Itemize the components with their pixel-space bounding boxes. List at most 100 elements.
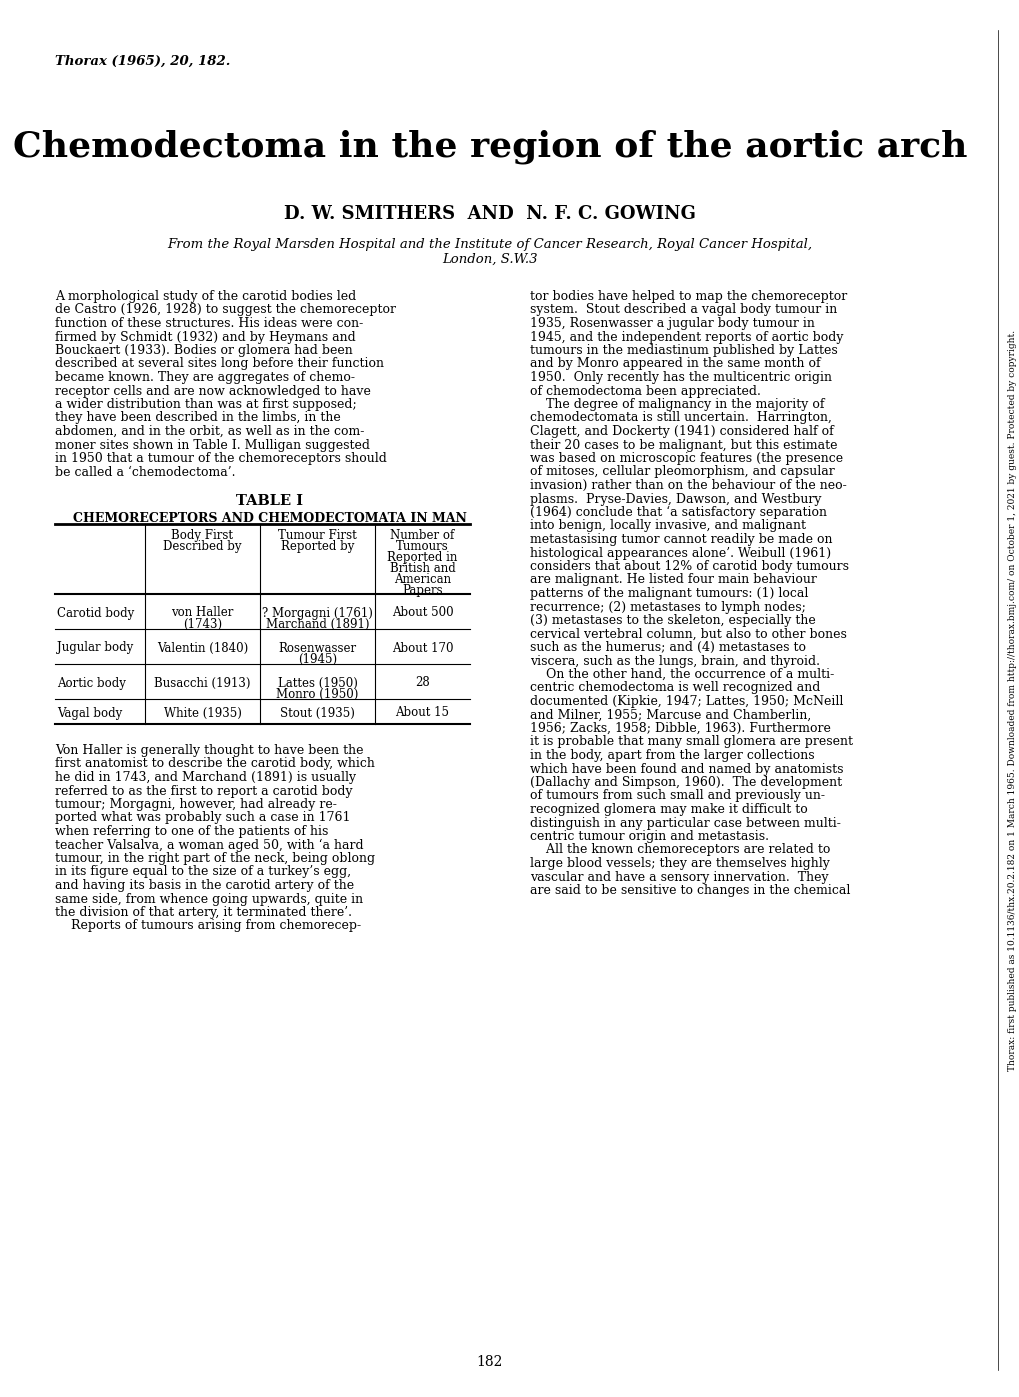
Text: moner sites shown in Table I. Mulligan suggested: moner sites shown in Table I. Mulligan s… xyxy=(55,439,370,451)
Text: Aortic body: Aortic body xyxy=(57,676,125,690)
Text: Tumour First: Tumour First xyxy=(278,529,357,542)
Text: documented (Kipkie, 1947; Lattes, 1950; McNeill: documented (Kipkie, 1947; Lattes, 1950; … xyxy=(530,694,843,708)
Text: recognized glomera may make it difficult to: recognized glomera may make it difficult… xyxy=(530,803,807,816)
Text: (1743): (1743) xyxy=(182,617,222,630)
Text: tumour, in the right part of the neck, being oblong: tumour, in the right part of the neck, b… xyxy=(55,852,375,865)
Text: receptor cells and are now acknowledged to have: receptor cells and are now acknowledged … xyxy=(55,384,371,398)
Text: On the other hand, the occurrence of a multi-: On the other hand, the occurrence of a m… xyxy=(530,668,834,680)
Text: Reported by: Reported by xyxy=(280,541,354,553)
Text: was based on microscopic features (the presence: was based on microscopic features (the p… xyxy=(530,453,843,465)
Text: About 500: About 500 xyxy=(391,606,452,619)
Text: London, S.W.3: London, S.W.3 xyxy=(442,253,537,265)
Text: Carotid body: Carotid body xyxy=(57,606,135,619)
Text: a wider distribution than was at first supposed;: a wider distribution than was at first s… xyxy=(55,398,357,411)
Text: Papers: Papers xyxy=(401,584,442,597)
Text: centric tumour origin and metastasis.: centric tumour origin and metastasis. xyxy=(530,830,768,842)
Text: chemodectomata is still uncertain.  Harrington,: chemodectomata is still uncertain. Harri… xyxy=(530,412,832,425)
Text: ported what was probably such a case in 1761: ported what was probably such a case in … xyxy=(55,812,351,824)
Text: tumours in the mediastinum published by Lattes: tumours in the mediastinum published by … xyxy=(530,344,837,358)
Text: Thorax (1965), 20, 182.: Thorax (1965), 20, 182. xyxy=(55,54,230,68)
Text: became known. They are aggregates of chemo-: became known. They are aggregates of che… xyxy=(55,372,355,384)
Text: ? Morgagni (1761): ? Morgagni (1761) xyxy=(262,606,373,619)
Text: Reported in: Reported in xyxy=(387,550,458,564)
Text: system.  Stout described a vagal body tumour in: system. Stout described a vagal body tum… xyxy=(530,303,837,317)
Text: in its figure equal to the size of a turkey’s egg,: in its figure equal to the size of a tur… xyxy=(55,866,351,879)
Text: White (1935): White (1935) xyxy=(163,707,242,719)
Text: into benign, locally invasive, and malignant: into benign, locally invasive, and malig… xyxy=(530,520,805,532)
Text: are malignant. He listed four main behaviour: are malignant. He listed four main behav… xyxy=(530,574,816,587)
Text: (3) metastases to the skeleton, especially the: (3) metastases to the skeleton, especial… xyxy=(530,615,815,627)
Text: Von Haller is generally thought to have been the: Von Haller is generally thought to have … xyxy=(55,745,363,757)
Text: Marchand (1891): Marchand (1891) xyxy=(266,617,369,630)
Text: viscera, such as the lungs, brain, and thyroid.: viscera, such as the lungs, brain, and t… xyxy=(530,655,819,668)
Text: cervical vertebral column, but also to other bones: cervical vertebral column, but also to o… xyxy=(530,627,846,640)
Text: Number of: Number of xyxy=(390,529,454,542)
Text: tumour; Morgagni, however, had already re-: tumour; Morgagni, however, had already r… xyxy=(55,798,336,812)
Text: histological appearances alone’. Weibull (1961): histological appearances alone’. Weibull… xyxy=(530,546,830,560)
Text: such as the humerus; and (4) metastases to: such as the humerus; and (4) metastases … xyxy=(530,641,805,654)
Text: CHEMORECEPTORS AND CHEMODECTOMATA IN MAN: CHEMORECEPTORS AND CHEMODECTOMATA IN MAN xyxy=(73,511,467,525)
Text: British and: British and xyxy=(389,562,454,576)
Text: 1950.  Only recently has the multicentric origin: 1950. Only recently has the multicentric… xyxy=(530,372,832,384)
Text: same side, from whence going upwards, quite in: same side, from whence going upwards, qu… xyxy=(55,893,363,905)
Text: which have been found and named by anatomists: which have been found and named by anato… xyxy=(530,763,843,775)
Text: Body First: Body First xyxy=(171,529,233,542)
Text: in the body, apart from the larger collections: in the body, apart from the larger colle… xyxy=(530,749,814,761)
Text: TABLE I: TABLE I xyxy=(236,495,304,509)
Text: (1964) conclude that ‘a satisfactory separation: (1964) conclude that ‘a satisfactory sep… xyxy=(530,506,826,520)
Text: in 1950 that a tumour of the chemoreceptors should: in 1950 that a tumour of the chemorecept… xyxy=(55,453,386,465)
Text: Stout (1935): Stout (1935) xyxy=(280,707,355,719)
Text: Vagal body: Vagal body xyxy=(57,707,122,719)
Text: it is probable that many small glomera are present: it is probable that many small glomera a… xyxy=(530,735,852,749)
Text: and Milner, 1955; Marcuse and Chamberlin,: and Milner, 1955; Marcuse and Chamberlin… xyxy=(530,708,810,721)
Text: Lattes (1950): Lattes (1950) xyxy=(277,676,357,690)
Text: 1945, and the independent reports of aortic body: 1945, and the independent reports of aor… xyxy=(530,331,843,344)
Text: All the known chemoreceptors are related to: All the known chemoreceptors are related… xyxy=(530,844,829,856)
Text: and by Monro appeared in the same month of: and by Monro appeared in the same month … xyxy=(530,358,820,370)
Text: Thorax: first published as 10.1136/thx.20.2.182 on 1 March 1965. Downloaded from: Thorax: first published as 10.1136/thx.2… xyxy=(1008,330,1017,1070)
Text: are said to be sensitive to changes in the chemical: are said to be sensitive to changes in t… xyxy=(530,884,850,897)
Text: Chemodectoma in the region of the aortic arch: Chemodectoma in the region of the aortic… xyxy=(12,130,966,165)
Text: their 20 cases to be malignant, but this estimate: their 20 cases to be malignant, but this… xyxy=(530,439,837,451)
Text: of tumours from such small and previously un-: of tumours from such small and previousl… xyxy=(530,789,824,802)
Text: patterns of the malignant tumours: (1) local: patterns of the malignant tumours: (1) l… xyxy=(530,587,808,599)
Text: firmed by Schmidt (1932) and by Heymans and: firmed by Schmidt (1932) and by Heymans … xyxy=(55,331,356,344)
Text: About 15: About 15 xyxy=(395,707,449,719)
Text: American: American xyxy=(393,573,450,585)
Text: centric chemodectoma is well recognized and: centric chemodectoma is well recognized … xyxy=(530,682,819,694)
Text: Busacchi (1913): Busacchi (1913) xyxy=(154,676,251,690)
Text: von Haller: von Haller xyxy=(171,606,233,619)
Text: 28: 28 xyxy=(415,676,429,690)
Text: Valentin (1840): Valentin (1840) xyxy=(157,641,248,655)
Text: The degree of malignancy in the majority of: The degree of malignancy in the majority… xyxy=(530,398,823,411)
Text: Jugular body: Jugular body xyxy=(57,641,133,655)
Text: the division of that artery, it terminated there’.: the division of that artery, it terminat… xyxy=(55,907,352,919)
Text: Bouckaert (1933). Bodies or glomera had been: Bouckaert (1933). Bodies or glomera had … xyxy=(55,344,353,358)
Text: first anatomist to describe the carotid body, which: first anatomist to describe the carotid … xyxy=(55,757,375,771)
Text: Tumours: Tumours xyxy=(395,541,448,553)
Text: (Dallachy and Simpson, 1960).  The development: (Dallachy and Simpson, 1960). The develo… xyxy=(530,775,842,789)
Text: of chemodectoma been appreciated.: of chemodectoma been appreciated. xyxy=(530,384,760,398)
Text: Rosenwasser: Rosenwasser xyxy=(278,641,357,655)
Text: referred to as the first to report a carotid body: referred to as the first to report a car… xyxy=(55,785,353,798)
Text: when referring to one of the patients of his: when referring to one of the patients of… xyxy=(55,826,328,838)
Text: invasion) rather than on the behaviour of the neo-: invasion) rather than on the behaviour o… xyxy=(530,479,846,492)
Text: teacher Valsalva, a woman aged 50, with ‘a hard: teacher Valsalva, a woman aged 50, with … xyxy=(55,838,363,852)
Text: metastasising tumor cannot readily be made on: metastasising tumor cannot readily be ma… xyxy=(530,534,832,546)
Text: plasms.  Pryse-Davies, Dawson, and Westbury: plasms. Pryse-Davies, Dawson, and Westbu… xyxy=(530,493,820,506)
Text: of mitoses, cellular pleomorphism, and capsular: of mitoses, cellular pleomorphism, and c… xyxy=(530,465,834,479)
Text: and having its basis in the carotid artery of the: and having its basis in the carotid arte… xyxy=(55,879,354,893)
Text: 1956; Zacks, 1958; Dibble, 1963). Furthermore: 1956; Zacks, 1958; Dibble, 1963). Furthe… xyxy=(530,722,830,735)
Text: they have been described in the limbs, in the: they have been described in the limbs, i… xyxy=(55,412,340,425)
Text: Monro (1950): Monro (1950) xyxy=(276,687,359,700)
Text: considers that about 12% of carotid body tumours: considers that about 12% of carotid body… xyxy=(530,560,848,573)
Text: abdomen, and in the orbit, as well as in the com-: abdomen, and in the orbit, as well as in… xyxy=(55,425,364,439)
Text: Described by: Described by xyxy=(163,541,242,553)
Text: From the Royal Marsden Hospital and the Institute of Cancer Research, Royal Canc: From the Royal Marsden Hospital and the … xyxy=(167,237,812,251)
Text: Reports of tumours arising from chemorecep-: Reports of tumours arising from chemorec… xyxy=(55,919,361,933)
Text: distinguish in any particular case between multi-: distinguish in any particular case betwe… xyxy=(530,816,840,830)
Text: vascular and have a sensory innervation.  They: vascular and have a sensory innervation.… xyxy=(530,870,827,883)
Text: function of these structures. His ideas were con-: function of these structures. His ideas … xyxy=(55,317,363,330)
Text: recurrence; (2) metastases to lymph nodes;: recurrence; (2) metastases to lymph node… xyxy=(530,601,805,613)
Text: be called a ‘chemodectoma’.: be called a ‘chemodectoma’. xyxy=(55,465,235,479)
